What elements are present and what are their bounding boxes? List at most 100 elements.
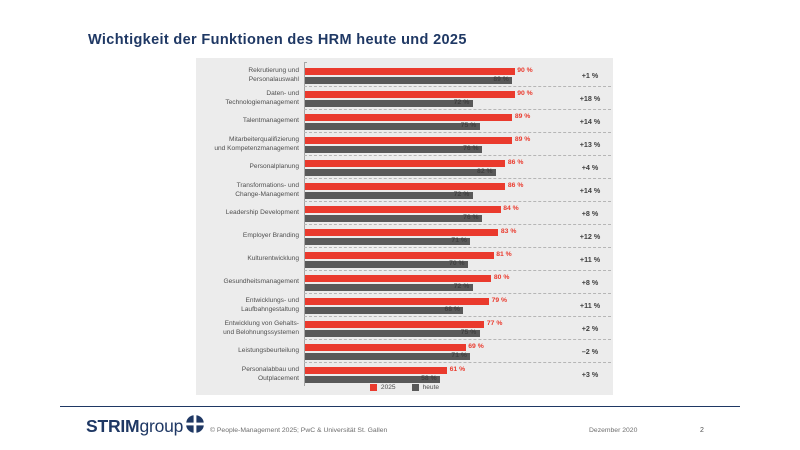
bar-line-heute: 71 %: [305, 237, 567, 246]
bar-value-label-heute: 68 %: [444, 306, 460, 314]
bar-line-heute: 70 %: [305, 260, 567, 269]
bar-line-heute: 58 %: [305, 375, 567, 384]
bar-heute[interactable]: [305, 306, 464, 315]
bar-line-heute: 72 %: [305, 191, 567, 200]
chart-row: Rekrutierung und Personalauswahl 90 % 89 %…: [196, 64, 613, 87]
bar-group: 80 % 72 %: [304, 271, 567, 294]
bar-group: 84 % 76 %: [304, 202, 567, 225]
delta-label: +8 %: [581, 209, 599, 218]
chart-row: Gesundheitsmanagement 80 % 72 % +8 %: [196, 271, 613, 294]
bar-line-2025: 81 %: [305, 251, 567, 260]
bar-heute[interactable]: [305, 168, 497, 177]
chart-row: Personalplanung 86 % 82 % +4 %: [196, 156, 613, 179]
bar-heute[interactable]: [305, 76, 513, 85]
bar-value-label-heute: 71 %: [451, 352, 467, 360]
bar-group: 79 % 68 %: [304, 294, 567, 317]
bar-value-label-heute: 76 %: [463, 145, 479, 153]
bar-2025[interactable]: [305, 182, 506, 191]
bar-line-2025: 83 %: [305, 228, 567, 237]
bar-2025[interactable]: [305, 320, 485, 329]
bar-value-label-heute: 75 %: [460, 329, 477, 337]
chart-row: Employer Branding 83 % 71 % +12 %: [196, 225, 613, 248]
footer-copyright: © People-Management 2025; PwC & Universi…: [210, 427, 388, 434]
bar-line-2025: 80 %: [305, 274, 567, 283]
bar-value-label-2025: 77 %: [486, 320, 503, 328]
delta-label: +14 %: [579, 186, 601, 195]
delta-label: +18 %: [579, 94, 601, 103]
bar-group: 90 % 89 %: [304, 64, 567, 87]
bar-value-label-heute: 72 %: [453, 283, 470, 291]
bar-value-label-2025: 80 %: [493, 274, 510, 282]
legend-label-heute: heute: [422, 384, 440, 391]
bar-line-2025: 86 %: [305, 182, 567, 191]
category-label: Personalabbau und Outplacement: [241, 366, 299, 382]
bar-value-label-heute: 70 %: [449, 260, 465, 268]
bar-group: 89 % 76 %: [304, 133, 567, 156]
bar-2025[interactable]: [305, 159, 506, 168]
bar-line-2025: 61 %: [305, 366, 567, 375]
bar-value-label-2025: 61 %: [449, 366, 466, 374]
bar-heute[interactable]: [305, 352, 471, 361]
legend-swatch-icon-heute: [411, 384, 419, 391]
bar-line-heute: 76 %: [305, 214, 567, 223]
strimgroup-logo[interactable]: STRIMgroup: [86, 413, 207, 439]
bar-value-label-heute: 89 %: [493, 76, 509, 84]
bar-2025[interactable]: [305, 274, 492, 283]
category-label: Daten- und Technologiemanagement: [225, 90, 299, 106]
bar-heute[interactable]: [305, 145, 483, 154]
bar-value-label-heute: 76 %: [463, 214, 479, 222]
bar-heute[interactable]: [305, 99, 473, 108]
bar-2025[interactable]: [305, 343, 466, 352]
bar-heute[interactable]: [305, 191, 473, 200]
delta-label: –2 %: [581, 347, 599, 356]
bar-2025[interactable]: [305, 136, 513, 145]
category-label: Rekrutierung und Personalauswahl: [248, 67, 299, 83]
category-label: Mitarbeiterqualifizierung und Kompetenzm…: [214, 136, 299, 152]
legend-item-2025[interactable]: 2025: [369, 384, 396, 391]
chart-row: Leadership Development 84 % 76 % +8 %: [196, 202, 613, 225]
bar-value-label-2025: 89 %: [514, 113, 531, 121]
bar-2025[interactable]: [305, 90, 515, 99]
chart-row: Entwicklung von Gehalts- und Belohnungss…: [196, 317, 613, 340]
logo-text-group: group: [139, 415, 184, 436]
bar-value-label-2025: 79 %: [491, 297, 508, 305]
category-label: Employer Branding: [242, 232, 299, 240]
footer-date: Dezember 2020: [589, 427, 638, 434]
bar-2025[interactable]: [305, 366, 448, 375]
bar-group: 69 % 71 %: [304, 340, 567, 363]
delta-label: +2 %: [581, 324, 599, 333]
bar-2025[interactable]: [305, 228, 499, 237]
bar-group: 81 % 70 %: [304, 248, 567, 271]
bar-heute[interactable]: [305, 260, 469, 269]
bar-2025[interactable]: [305, 67, 515, 76]
bar-value-label-2025: 90 %: [517, 90, 533, 98]
bar-2025[interactable]: [305, 251, 494, 260]
legend-item-heute[interactable]: heute: [411, 384, 440, 391]
bar-value-label-heute: 58 %: [421, 375, 437, 383]
bar-heute[interactable]: [305, 329, 480, 338]
chart-legend: 2025 heute: [196, 384, 613, 391]
chart-panel: Rekrutierung und Personalauswahl 90 % 89 %…: [196, 58, 613, 395]
bar-group: 83 % 71 %: [304, 225, 567, 248]
bar-value-label-2025: 86 %: [507, 159, 524, 167]
bar-group: 86 % 82 %: [304, 156, 567, 179]
bar-heute[interactable]: [305, 214, 483, 223]
bar-2025[interactable]: [305, 297, 490, 306]
category-label: Personalplanung: [249, 163, 300, 171]
bar-2025[interactable]: [305, 113, 513, 122]
bar-heute[interactable]: [305, 375, 441, 384]
bar-heute[interactable]: [305, 283, 473, 292]
bar-value-label-2025: 89 %: [514, 136, 531, 144]
bar-group: 61 % 58 %: [304, 363, 567, 386]
bar-value-label-heute: 71 %: [451, 237, 467, 245]
bar-heute[interactable]: [305, 237, 471, 246]
category-label: Leistungsbeurteilung: [238, 347, 299, 355]
bar-value-label-2025: 69 %: [468, 343, 484, 351]
bar-heute[interactable]: [305, 122, 480, 131]
category-label: Talentmanagement: [242, 117, 299, 125]
category-label: Entwicklungs- und Laufbahngestaltung: [241, 297, 299, 313]
bar-value-label-heute: 82 %: [477, 168, 493, 176]
chart-rows: Rekrutierung und Personalauswahl 90 % 89 %…: [196, 64, 613, 386]
bar-2025[interactable]: [305, 205, 501, 214]
category-label: Kulturentwicklung: [247, 255, 299, 263]
